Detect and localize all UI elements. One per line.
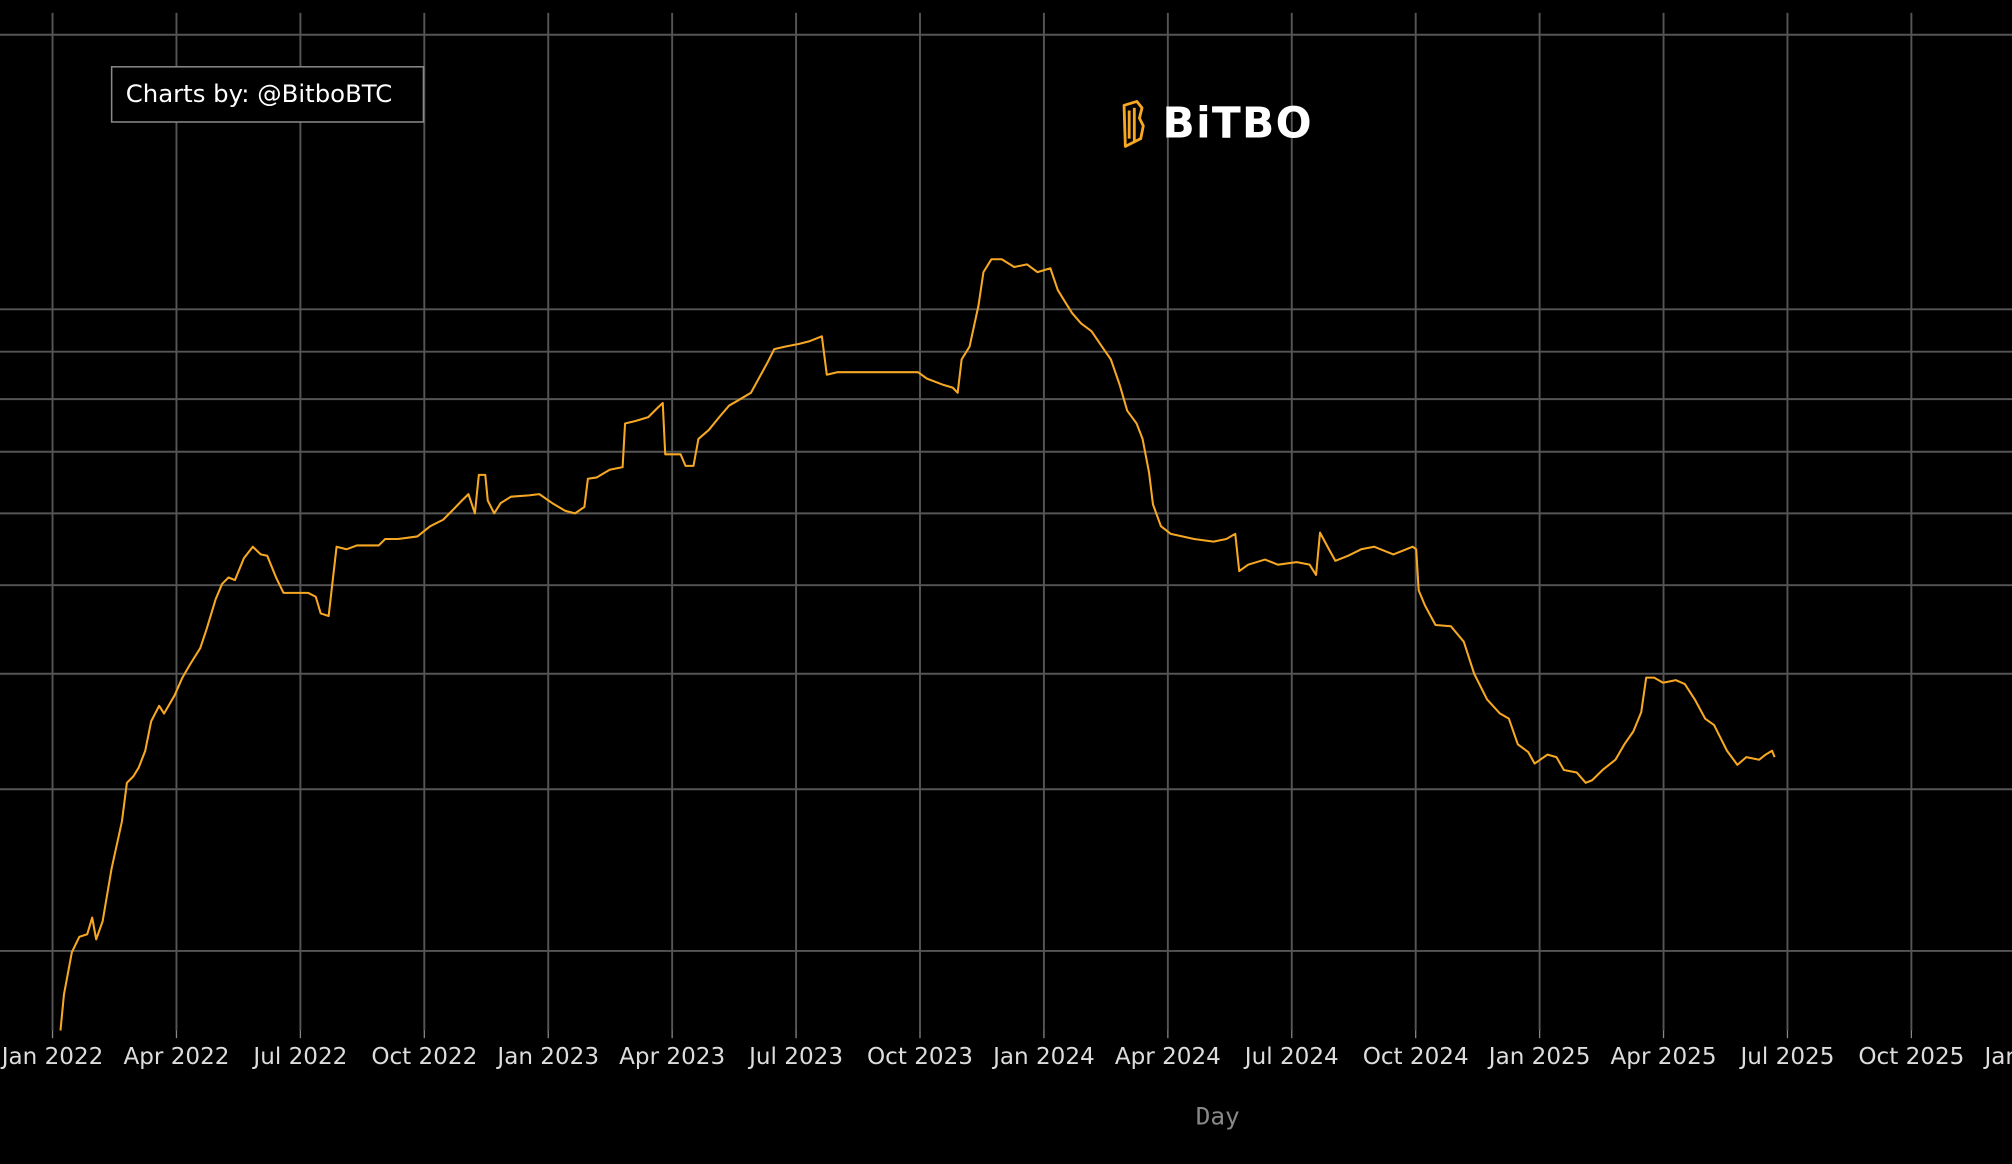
watermark: Charts by: @BitboBTC — [126, 79, 393, 108]
x-tick-label: Jan 2023 — [495, 1044, 599, 1070]
grid — [0, 12, 2012, 1031]
x-tick-label: Jul 2023 — [747, 1044, 843, 1070]
x-tick-label: Jul 2025 — [1738, 1044, 1834, 1070]
x-tick-label: Jan 2025 — [1487, 1044, 1591, 1070]
plot — [59, 258, 1776, 1031]
x-tick-label: Oct 2022 — [371, 1044, 477, 1070]
x-tick-label: Apr 2025 — [1611, 1044, 1717, 1070]
x-tick-label: Jul 2024 — [1243, 1044, 1339, 1070]
x-tick-label: Oct 2025 — [1858, 1044, 1964, 1070]
brand-icon — [1122, 100, 1145, 148]
x-tick-label: Apr 2024 — [1115, 1044, 1221, 1070]
x-tick-label: Jan 2024 — [991, 1044, 1095, 1070]
brand-logo: BiTBO — [1122, 98, 1313, 148]
x-tick-label: Apr 2023 — [619, 1044, 725, 1070]
x-tick-label: Apr 2022 — [123, 1044, 229, 1070]
x-tick-label: Jul 2022 — [251, 1044, 347, 1070]
x-axis-label: Day — [1196, 1102, 1240, 1131]
x-ticks: Jan 2022 Apr 2022 Jul 2022 Oct 2022 Jan 2023… — [0, 1030, 2012, 1070]
data-line — [59, 258, 1776, 1031]
x-tick-label: Oct 2024 — [1363, 1044, 1469, 1070]
x-tick-label: Jan 2022 — [0, 1044, 103, 1070]
x-tick-label: Jan 2026 — [1982, 1044, 2012, 1070]
brand-name: BiTBO — [1163, 98, 1313, 147]
watermark-frame — [110, 66, 425, 123]
watermark-box: Charts by: @BitboBTC — [110, 66, 425, 123]
x-tick-label: Oct 2023 — [867, 1044, 973, 1070]
